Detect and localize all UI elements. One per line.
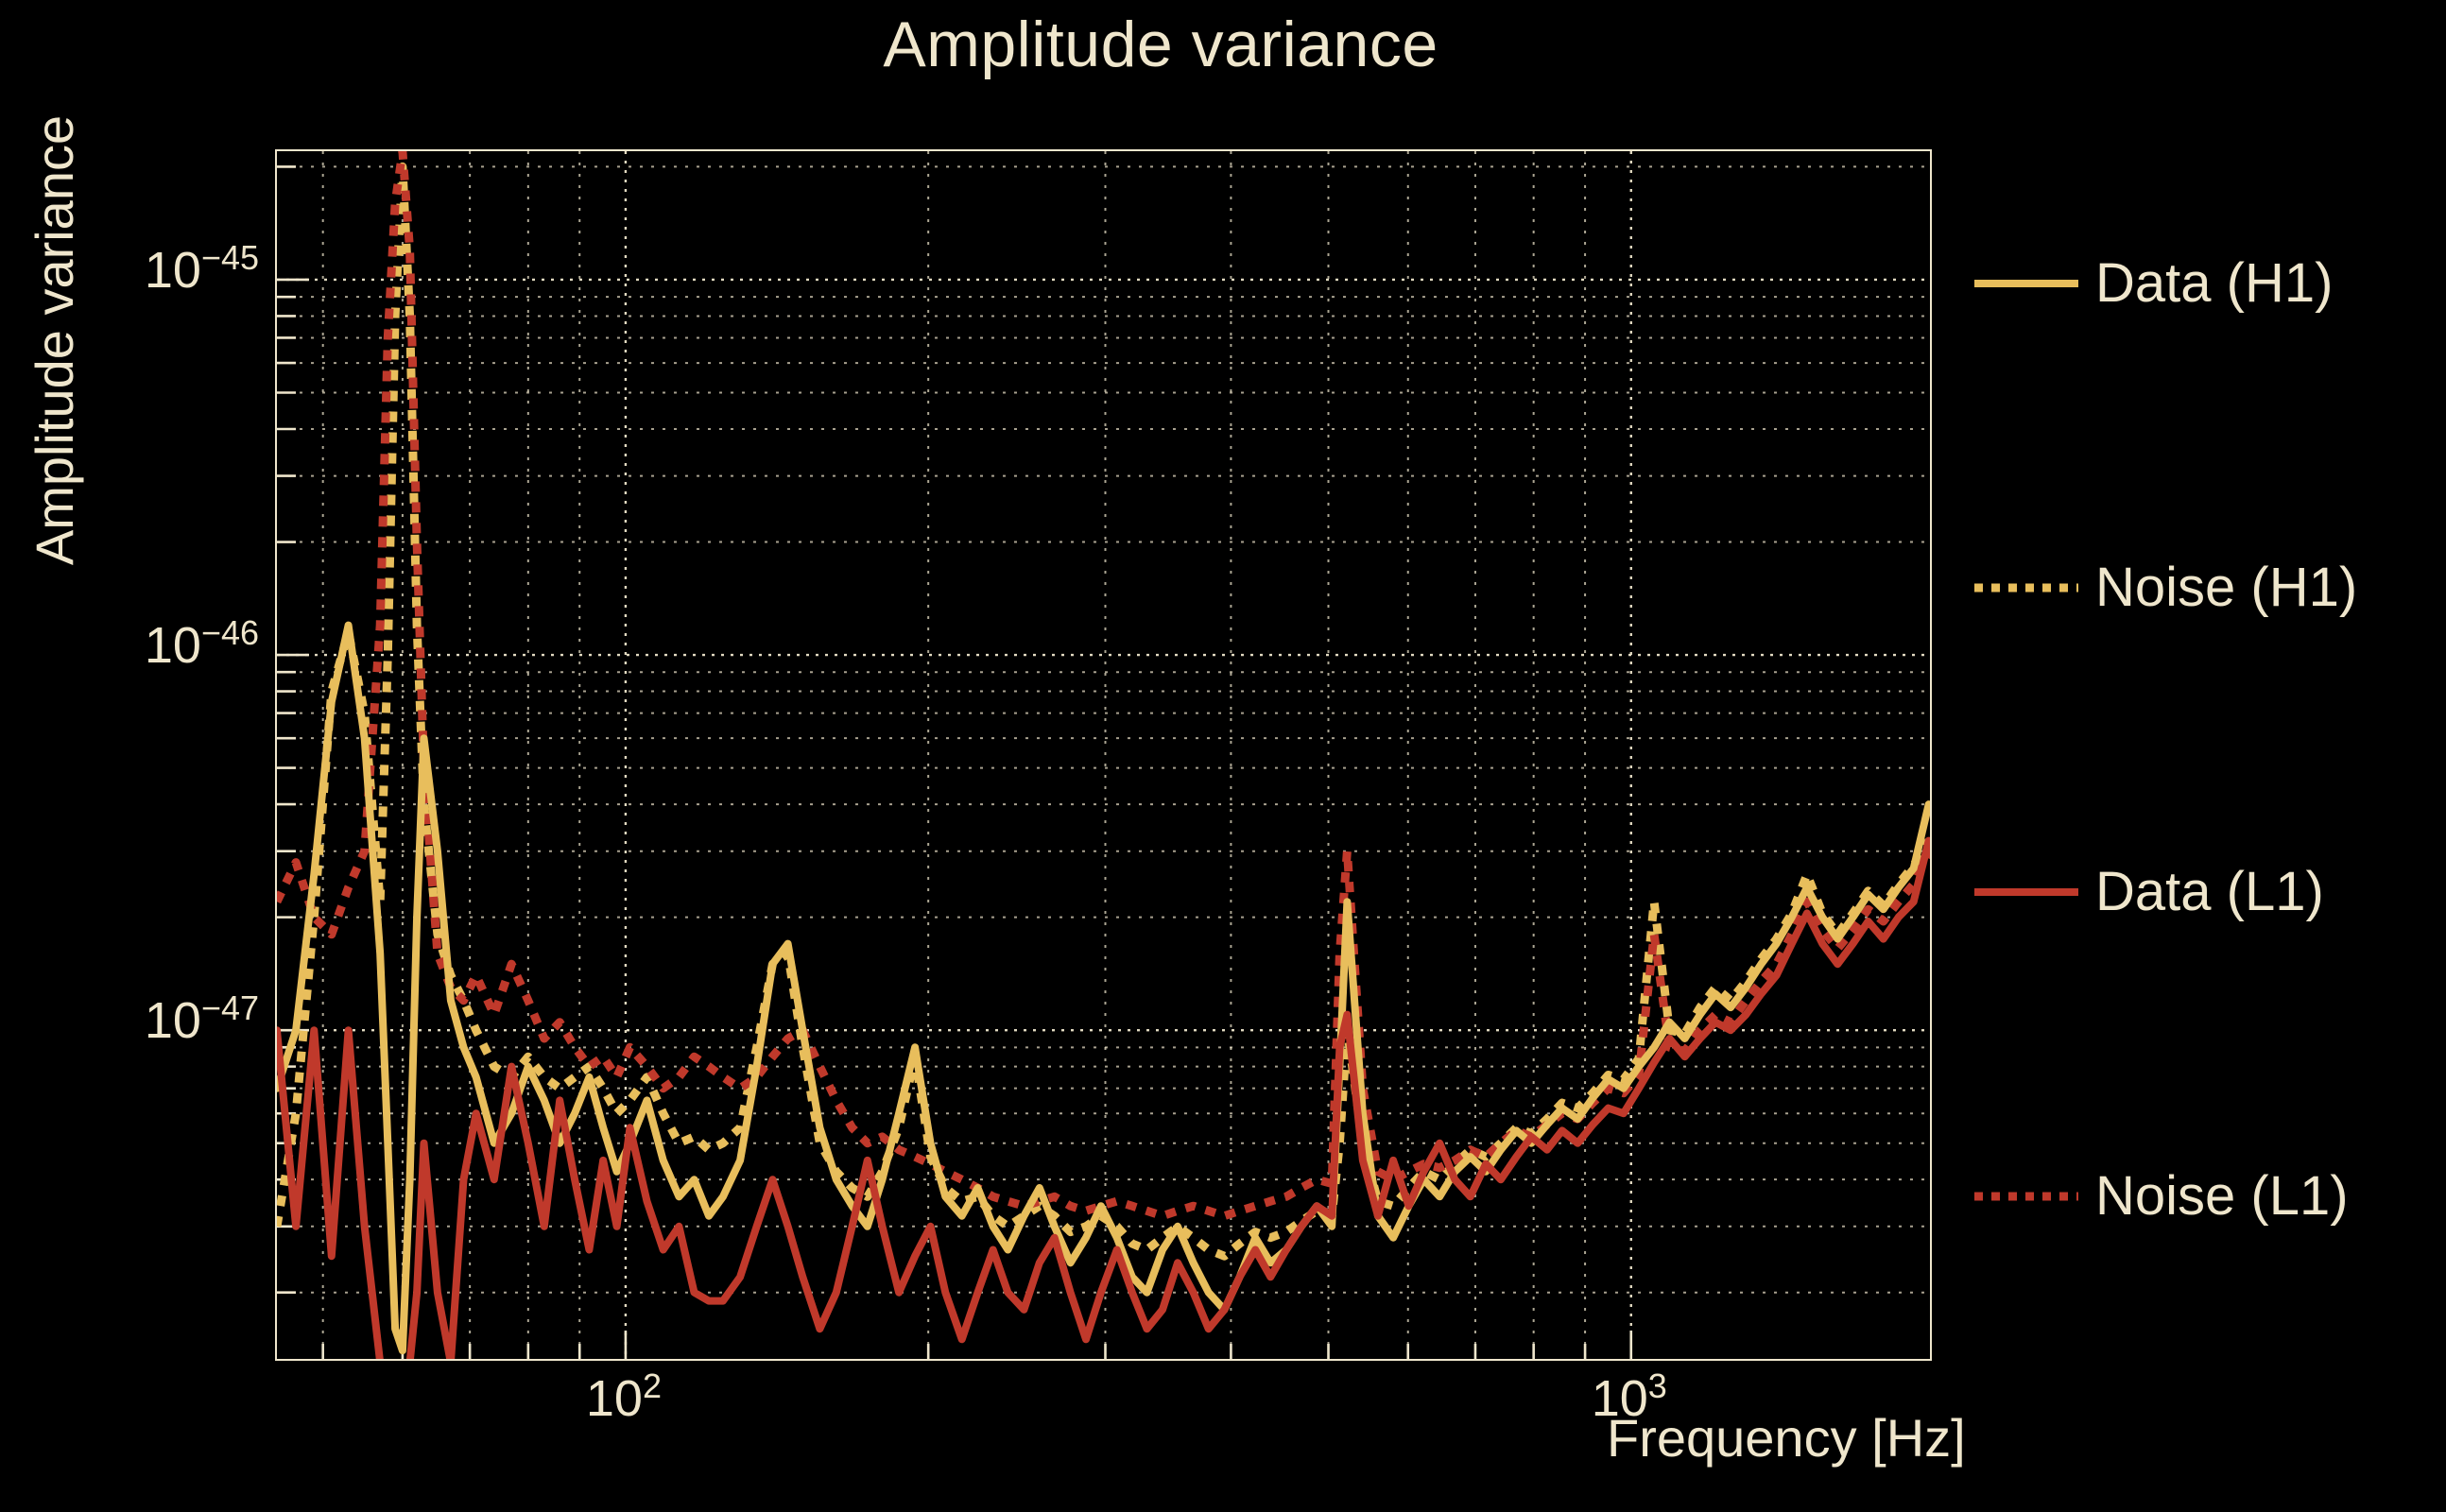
legend-label: Noise (H1) [2095,557,2358,618]
y-tick-label-1: 10−46 [144,613,259,675]
legend-swatch-solid-line-icon [1974,888,2078,896]
chart-title: Amplitude variance [0,6,2446,83]
legend-label: Data (H1) [2095,252,2334,314]
data-layer [277,151,1930,1359]
y-tick-label-0: 10−45 [144,237,259,299]
x-tick-label-0: 102 [585,1366,662,1427]
legend-swatch-dotted-line-icon [1974,1192,2078,1201]
legend-swatch-dotted-line-icon [1974,583,2078,593]
legend-label: Data (L1) [2095,861,2324,922]
chart-title-text: Amplitude variance [883,9,1438,80]
legend-item-data-h1[interactable]: Data (H1) [1971,255,2333,312]
y-tick-label-2: 10−47 [144,988,259,1050]
legend-swatch-solid-line-icon [1974,280,2078,287]
legend-label: Noise (L1) [2095,1165,2349,1227]
plot-frame [275,149,1932,1361]
x-tick-label-1: 103 [1591,1366,1667,1427]
chart-legend: Data (H1) Noise (H1) Data (L1) Noise (L1) [1971,255,2443,1257]
legend-item-noise-l1[interactable]: Noise (L1) [1971,1168,2349,1225]
x-axis-label: Frequency [Hz] [1607,1408,1966,1468]
y-axis-label: Amplitude variance [25,114,84,566]
legend-item-noise-h1[interactable]: Noise (H1) [1971,559,2357,616]
legend-item-data-l1[interactable]: Data (L1) [1971,864,2324,920]
